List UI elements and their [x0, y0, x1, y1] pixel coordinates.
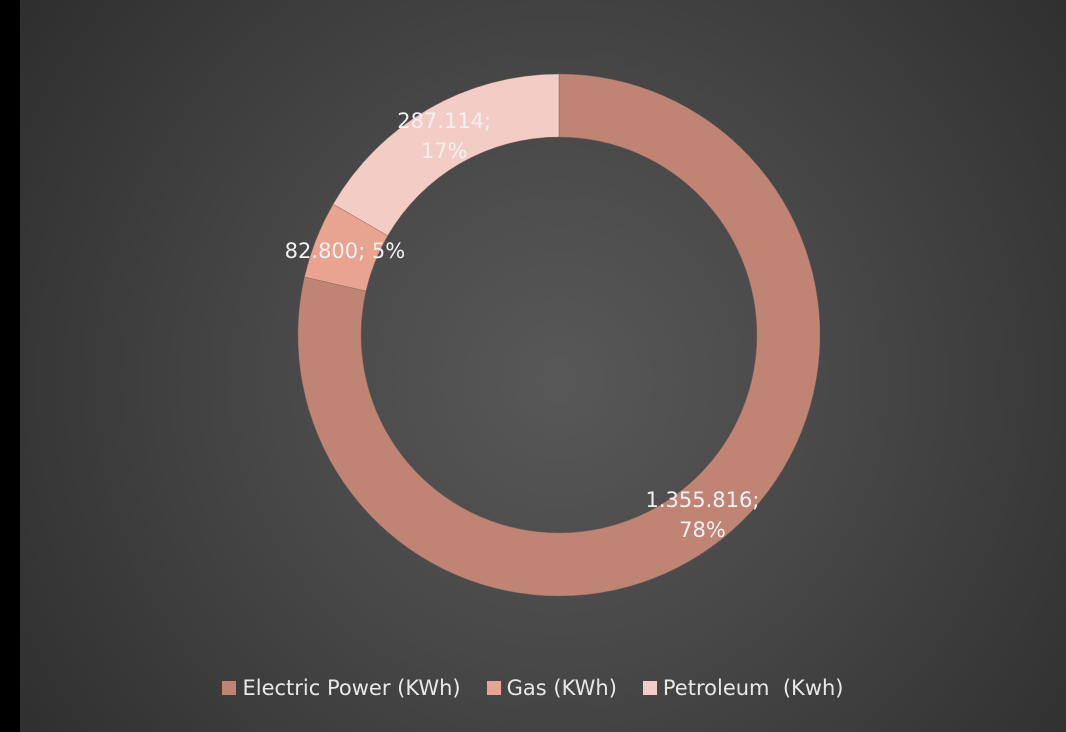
legend-item: Electric Power (KWh) — [222, 676, 461, 700]
data-label: 287.114; 17% — [397, 108, 492, 163]
legend-swatch — [222, 681, 237, 695]
legend-item: Gas (KWh) — [486, 676, 617, 700]
donut-slice — [297, 73, 821, 597]
legend: Electric Power (KWh) Gas (KWh) Petroleum (… — [0, 676, 1066, 700]
donut-slice — [332, 73, 560, 237]
legend-swatch — [642, 681, 657, 695]
legend-label: Gas (KWh) — [506, 676, 617, 700]
legend-item: Petroleum (Kwh) — [642, 676, 844, 700]
data-label: 82.800; 5% — [284, 238, 406, 263]
legend-swatch — [486, 681, 501, 695]
data-label: 1.355.816; 78% — [645, 487, 760, 542]
legend-label: Electric Power (KWh) — [242, 676, 461, 700]
legend-label: Petroleum (Kwh) — [662, 676, 844, 700]
